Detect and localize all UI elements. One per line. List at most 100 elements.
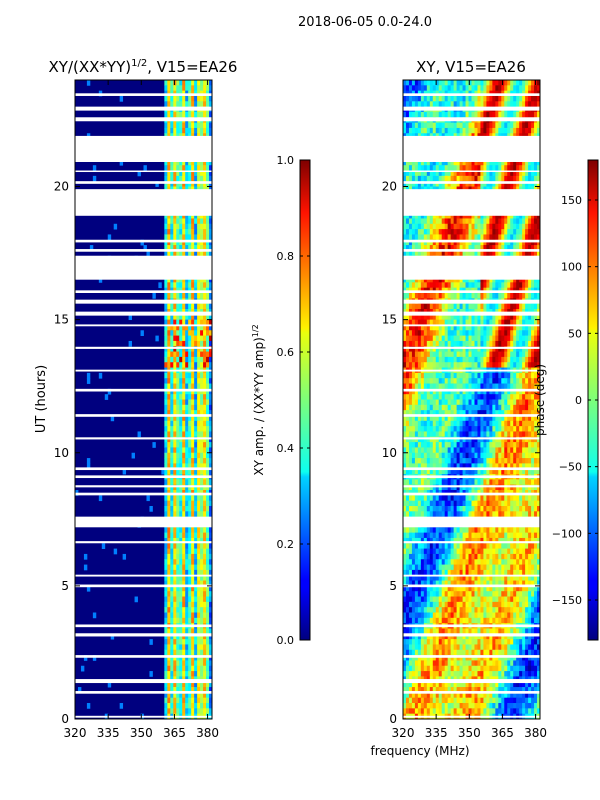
heatmap-cell [462,388,466,395]
heatmap-cell [164,426,168,432]
heatmap-cell [504,351,508,358]
heatmap-cell [200,479,204,486]
heatmap-cell [182,479,186,486]
heatmap-cell [447,127,452,134]
heatmap-cell [426,122,431,129]
heatmap-cell [450,165,455,171]
heatmap-cell [525,362,529,368]
heatmap-cell [203,394,207,400]
heatmap-cell [167,607,171,613]
heatmap-cell [489,335,493,342]
heatmap-cell [197,378,201,384]
heatmap-cell [188,372,192,379]
heatmap-cell [170,330,174,336]
heatmap-cell [441,330,446,336]
heatmap-cell [471,372,475,379]
heatmap-cell [170,372,174,379]
heatmap-cell [420,80,425,86]
heatmap-cell [534,85,538,92]
heatmap-cell [486,277,490,283]
heatmap-cell [465,181,469,187]
heatmap-cell [528,340,532,347]
heatmap-cell [188,340,192,347]
heatmap-cell [522,223,526,230]
heatmap-cell [164,601,168,608]
heatmap-cell [435,303,440,310]
heatmap-cell [477,181,481,187]
heatmap-cell [462,314,466,321]
heatmap-cell [167,356,171,363]
heatmap-cell [498,282,502,289]
heatmap-cell [483,324,487,331]
heatmap-cell [209,532,212,539]
heatmap-cell [149,671,153,677]
heatmap-cell [465,282,469,289]
heatmap-cell [173,223,177,230]
heatmap-cell [420,250,425,257]
heatmap-cell [417,170,422,177]
heatmap-cell [510,213,514,219]
heatmap-cell [426,372,431,379]
heatmap-cell [519,293,523,299]
heatmap-cell [465,388,469,395]
heatmap-cell [188,420,192,427]
heatmap-cell [414,383,419,390]
heatmap-cell [188,559,192,565]
heatmap-cell [429,335,434,342]
heatmap-cell [528,319,532,326]
heatmap-cell [176,463,180,470]
heatmap-cell [200,442,204,448]
heatmap-cell [537,324,540,331]
heatmap-cell [432,80,437,86]
heatmap-cell [164,559,168,565]
heatmap-cell [194,415,198,422]
heatmap-cell [182,378,186,384]
heatmap-cell [477,165,481,171]
heatmap-cell [468,85,472,92]
heatmap-cell [498,314,502,321]
heatmap-cell [164,372,168,379]
heatmap-cell [483,165,487,171]
heatmap-cell [155,335,159,342]
heatmap-cell [525,324,529,331]
heatmap-cell [179,303,183,310]
heatmap-cell [194,404,198,411]
heatmap-cell [426,245,431,251]
heatmap-cell [191,399,195,406]
heatmap-cell [188,165,192,171]
heatmap-cell [447,101,452,108]
heatmap-cell [492,319,496,326]
heatmap-cell [507,95,511,102]
heatmap-cell [429,394,434,400]
heatmap-cell [459,245,463,251]
heatmap-cell [197,127,201,134]
heatmap-cell [495,383,499,390]
heatmap-cell [486,122,490,129]
heatmap-cell [453,250,458,257]
heatmap-cell [209,170,212,177]
heatmap-cell [197,617,201,624]
heatmap-cell [513,245,517,251]
heatmap-cell [173,537,177,544]
heatmap-cell [200,378,204,384]
heatmap-cell [537,378,540,384]
heatmap-cell [405,319,410,326]
heatmap-cell [522,372,526,379]
heatmap-cell [444,383,449,390]
heatmap-cell [489,319,493,326]
heatmap-cell [483,356,487,363]
heatmap-cell [468,159,472,166]
heatmap-cell [417,346,422,352]
heatmap-cell [137,170,141,177]
heatmap-cell [206,708,210,715]
heatmap-cell [200,335,204,342]
heatmap-cell [200,181,204,187]
heatmap-cell [188,378,192,384]
heatmap-cell [537,250,540,257]
heatmap-cell [489,324,493,331]
heatmap-cell [501,346,505,352]
heatmap-cell [441,250,446,257]
heatmap-cell [197,277,201,283]
heatmap-cell [200,330,204,336]
heatmap-cell [426,388,431,395]
